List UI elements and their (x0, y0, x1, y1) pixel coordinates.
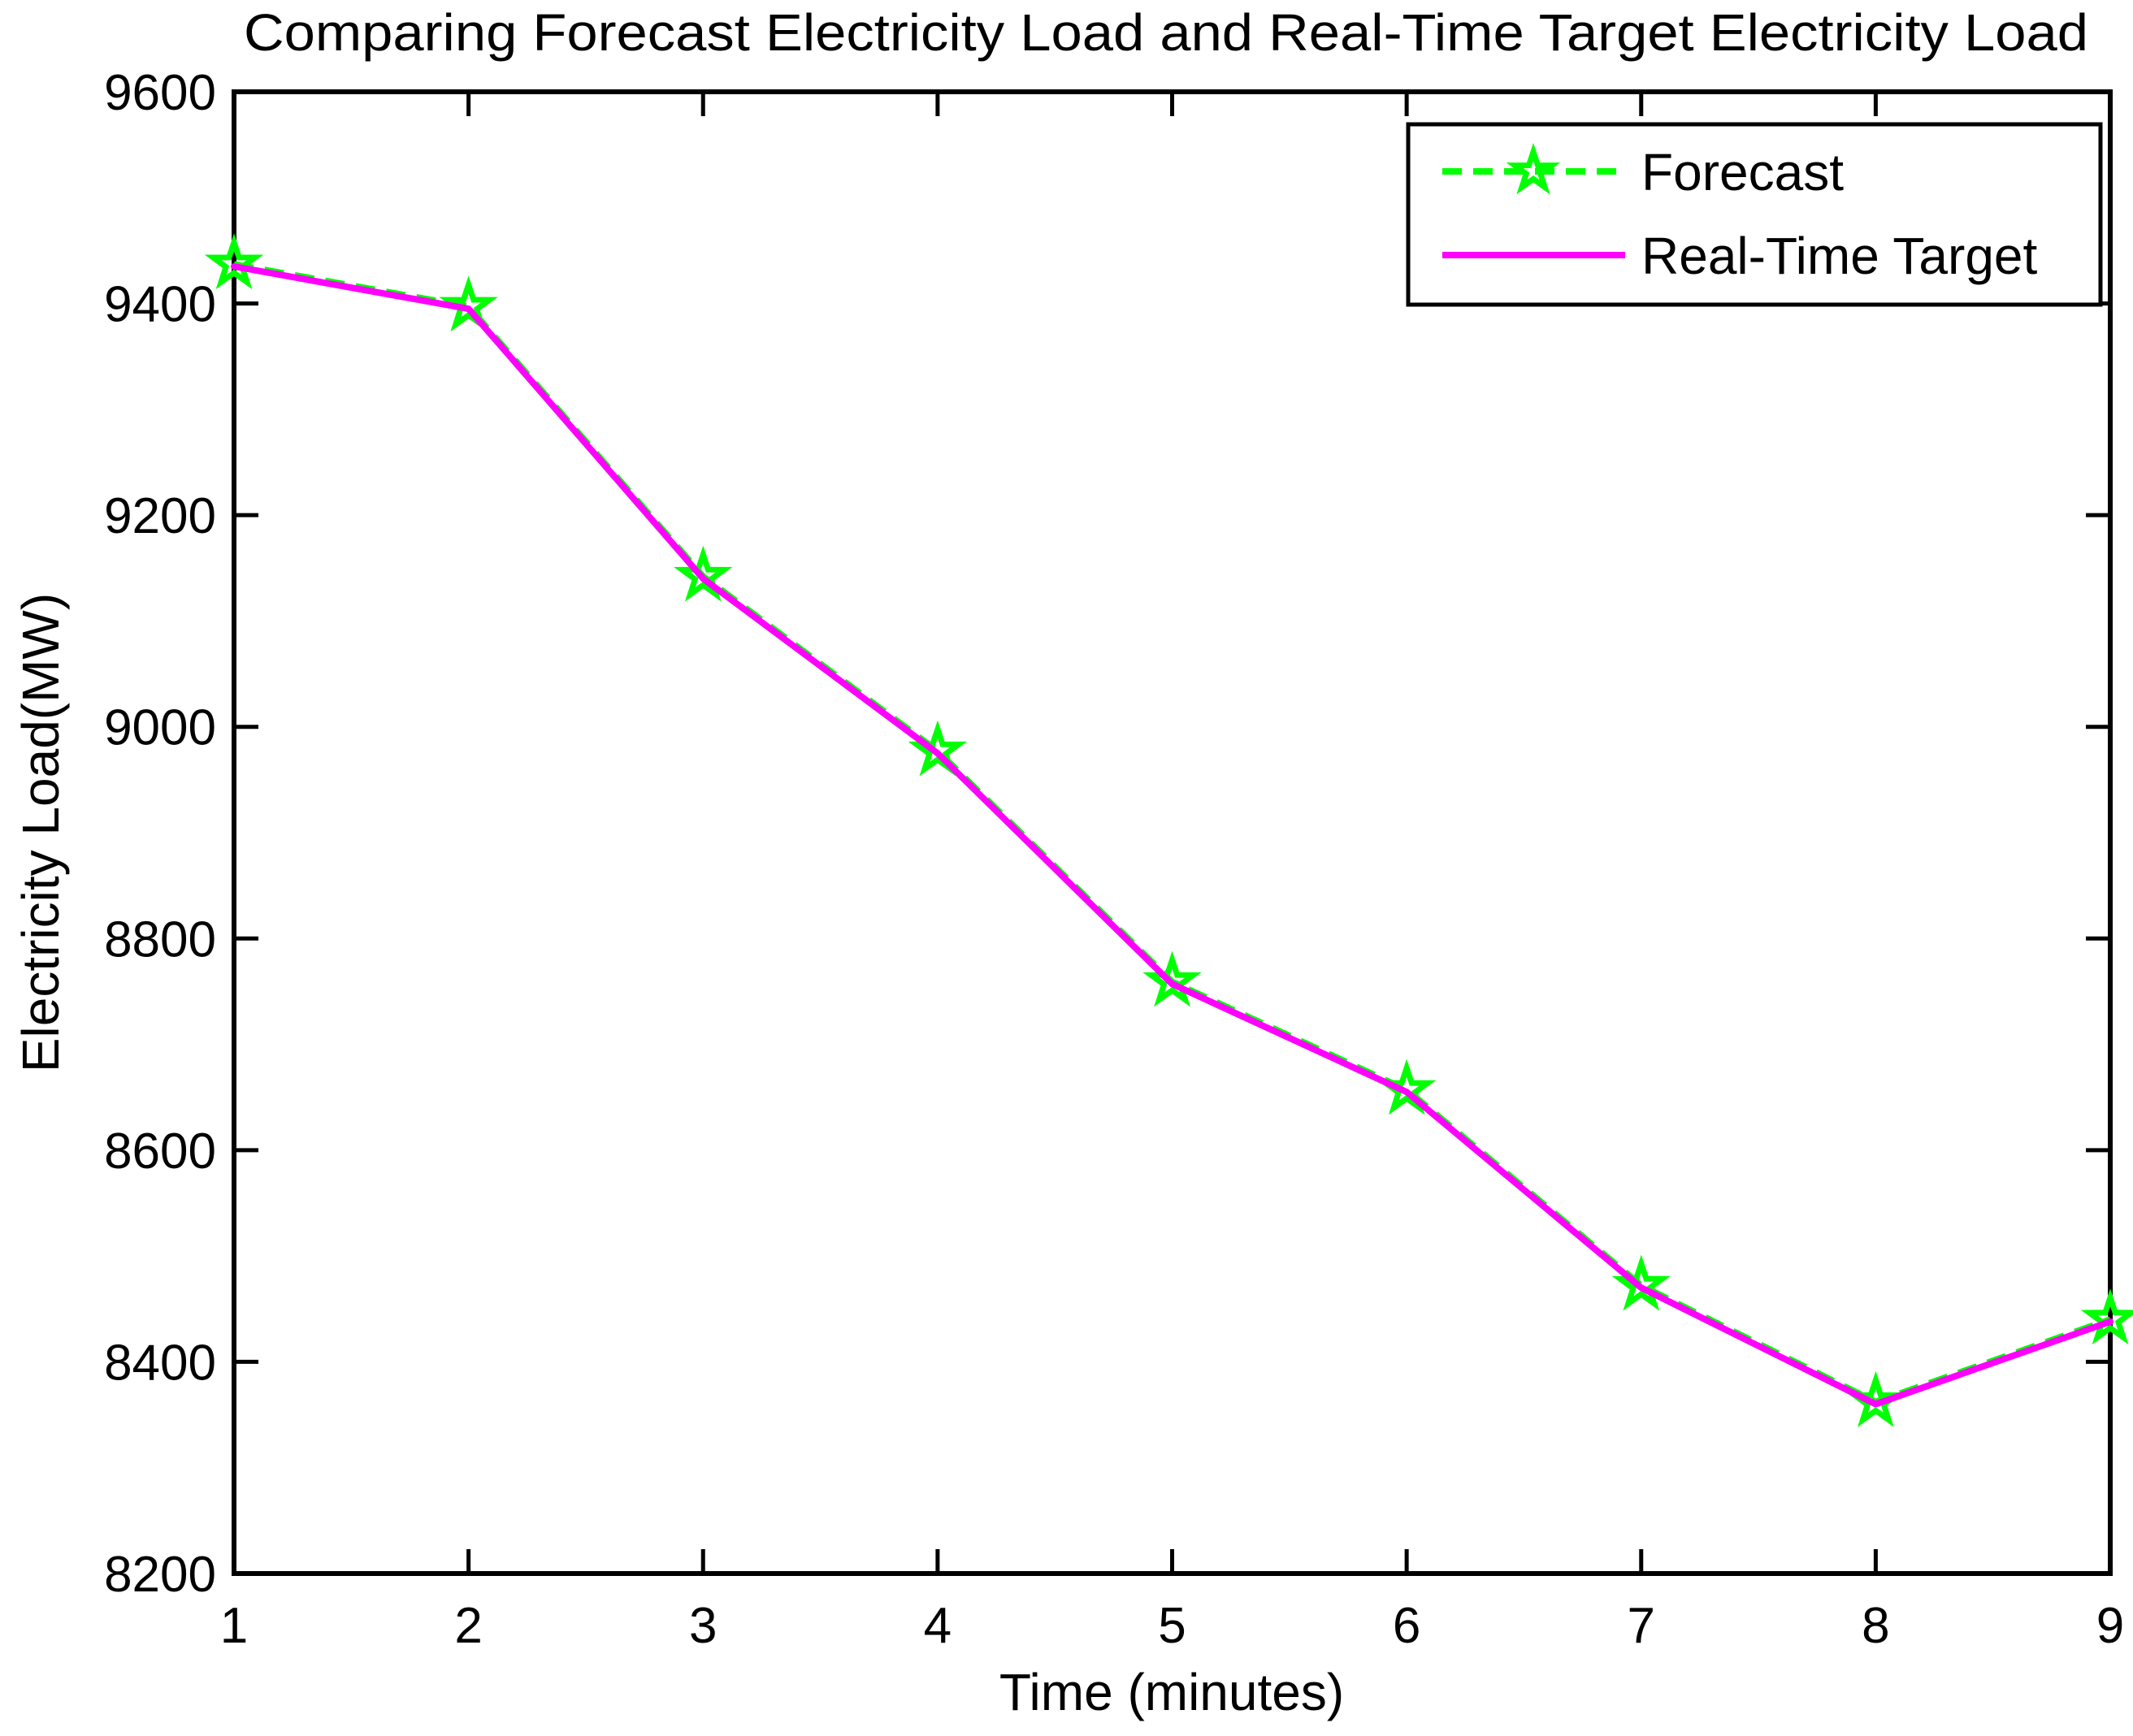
legend-label-forecast: Forecast (1641, 143, 1844, 201)
x-tick-label: 7 (1628, 1598, 1655, 1654)
x-tick-label: 1 (220, 1598, 248, 1654)
forecast-star-marker (439, 275, 498, 332)
forecast-star-marker (1142, 950, 1202, 1007)
y-tick-label: 9600 (104, 65, 216, 121)
target-line (231, 263, 2113, 1408)
x-tick-label: 6 (1393, 1598, 1420, 1654)
forecast-star-marker (204, 233, 264, 290)
chart-title: Comparing Forecast Electricity Load and … (244, 3, 2088, 62)
y-tick-label: 8400 (104, 1335, 216, 1391)
y-tick-label: 9400 (104, 277, 216, 333)
y-tick-label: 8800 (104, 911, 216, 968)
plot-area: 1 2 3 4 5 6 7 8 9 8200 8400 8600 8800 9000 9200 9400 960… (104, 65, 2133, 1654)
y-tick-label: 9000 (104, 700, 216, 756)
forecast-star-marker (2080, 1288, 2133, 1345)
x-tick-label: 2 (454, 1598, 482, 1654)
forecast-line (233, 261, 2112, 1406)
y-axis-label: Electricity Load(MW) (11, 593, 70, 1072)
x-tick-label: 8 (1862, 1598, 1889, 1654)
pentagram-marker-icon (1506, 142, 1561, 195)
forecast-star-marker (674, 545, 733, 602)
y-tick-label: 8600 (104, 1123, 216, 1180)
legend-box (1406, 122, 2103, 307)
axes-frame (232, 89, 2113, 1576)
legend-label-target: Real-Time Target (1641, 227, 2038, 285)
x-tick-label: 3 (689, 1598, 717, 1654)
y-tick-label: 8200 (104, 1547, 216, 1603)
x-tick-label: 5 (1158, 1598, 1186, 1654)
x-tick-label: 4 (924, 1598, 952, 1654)
y-tick-label: 9200 (104, 488, 216, 544)
legend: Forecast Real-Time Target (1406, 122, 2103, 307)
x-axis-label: Time (minutes) (999, 1663, 1344, 1721)
x-tick-label: 9 (2096, 1598, 2124, 1654)
